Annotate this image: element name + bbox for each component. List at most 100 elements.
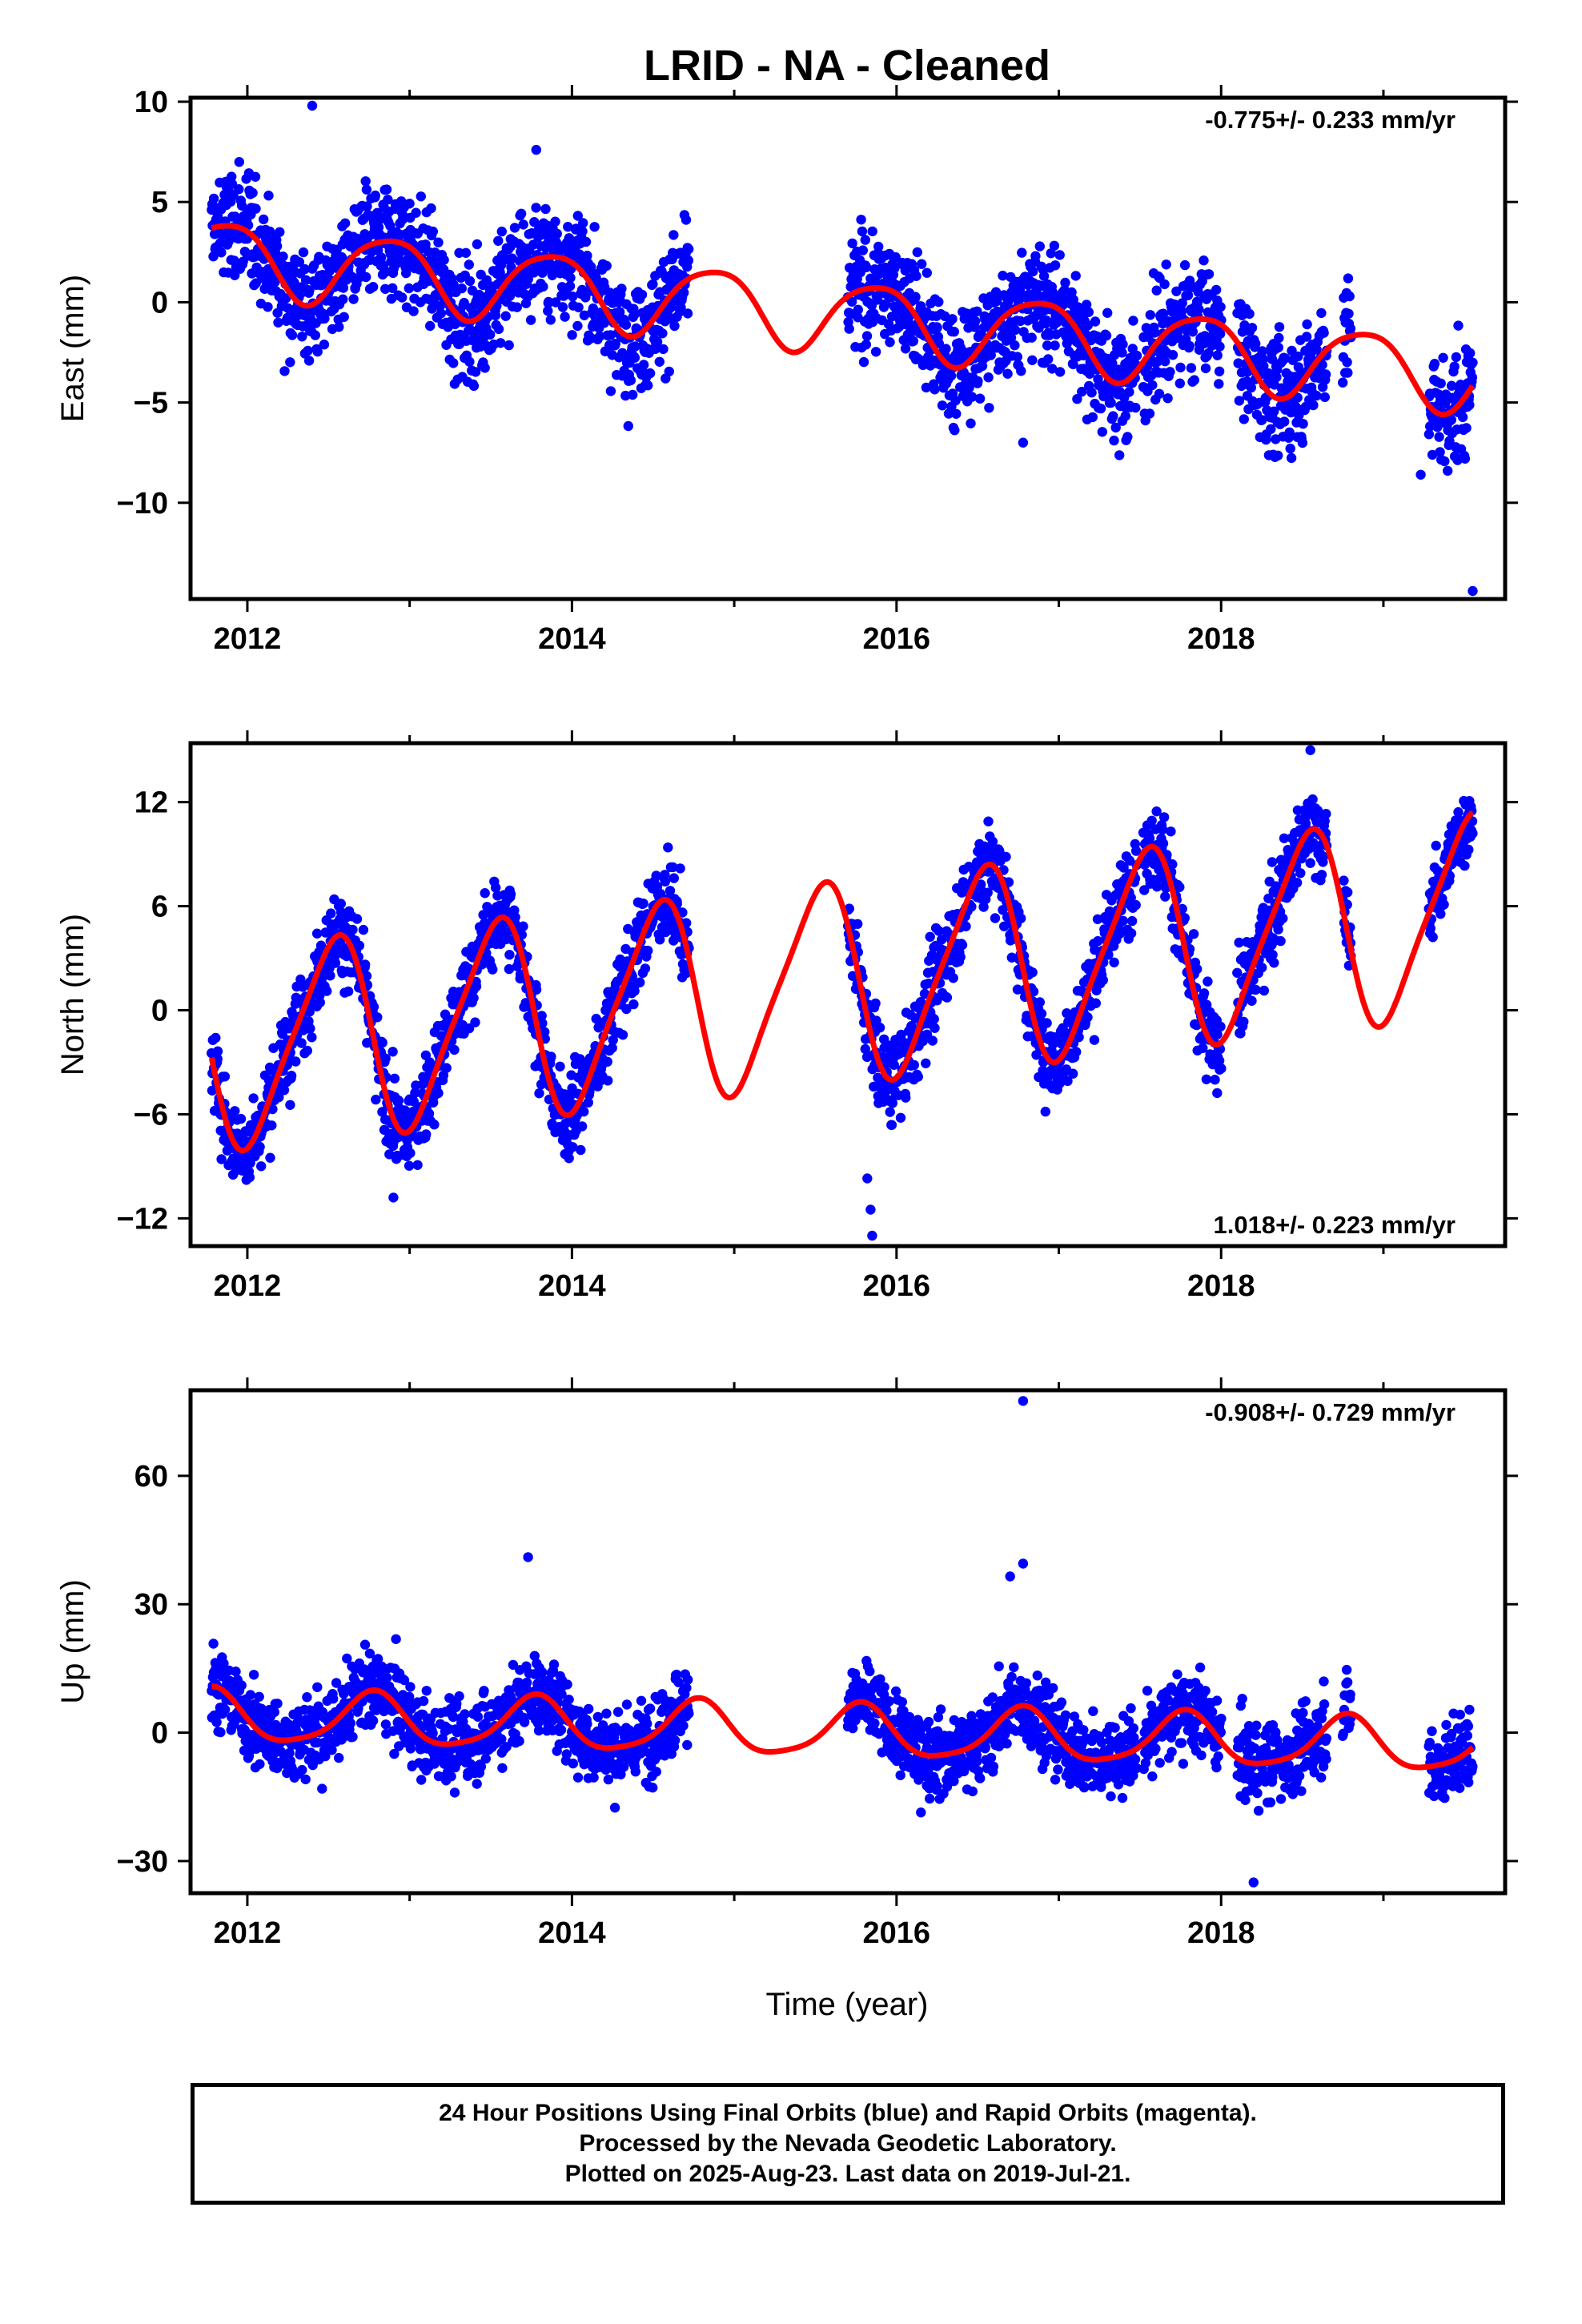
data-point xyxy=(441,1063,452,1073)
data-point xyxy=(303,345,313,356)
data-point xyxy=(254,1691,264,1702)
data-point xyxy=(1273,342,1284,353)
data-point xyxy=(636,289,648,300)
data-point xyxy=(493,235,504,246)
data-point xyxy=(531,203,541,213)
data-point xyxy=(901,1092,911,1103)
up-observations xyxy=(207,1396,1478,1888)
data-point xyxy=(683,255,694,266)
data-point xyxy=(236,200,247,211)
data-point xyxy=(1086,388,1097,398)
data-point xyxy=(853,304,864,315)
data-point xyxy=(219,1658,229,1669)
data-point xyxy=(1161,259,1171,270)
data-point xyxy=(298,982,308,992)
data-point xyxy=(1049,240,1060,251)
data-point xyxy=(1279,833,1290,844)
east-observations xyxy=(207,100,1478,597)
data-point xyxy=(504,963,515,975)
data-point xyxy=(1307,794,1318,805)
data-point xyxy=(1200,363,1211,374)
data-point xyxy=(1251,984,1261,995)
y-tick-label: 12 xyxy=(135,786,168,820)
data-point xyxy=(1215,1021,1226,1032)
data-point xyxy=(259,214,269,225)
data-point xyxy=(577,226,588,237)
data-point xyxy=(284,1747,295,1759)
data-point xyxy=(1047,287,1058,297)
data-point xyxy=(1145,310,1156,320)
data-point xyxy=(1460,860,1470,871)
data-point xyxy=(305,1023,315,1034)
data-point xyxy=(360,176,371,187)
data-point xyxy=(1453,320,1464,331)
data-point xyxy=(212,1046,223,1056)
data-point xyxy=(1151,806,1162,817)
data-point xyxy=(1266,424,1276,434)
data-point xyxy=(607,1043,617,1053)
data-point xyxy=(657,328,668,339)
data-point xyxy=(1036,1008,1047,1019)
data-point xyxy=(297,332,307,342)
data-point xyxy=(382,1672,392,1683)
data-point xyxy=(359,959,371,970)
data-point xyxy=(1174,882,1185,892)
data-point xyxy=(1106,397,1116,408)
data-point xyxy=(629,352,640,363)
data-point xyxy=(496,338,506,348)
data-point xyxy=(1201,1074,1212,1085)
data-point xyxy=(1162,393,1173,404)
data-point xyxy=(1212,1088,1223,1099)
data-point xyxy=(983,372,994,383)
data-point xyxy=(347,1731,358,1743)
data-point xyxy=(582,251,592,261)
data-point xyxy=(987,836,998,847)
data-point xyxy=(383,195,393,205)
data-point xyxy=(272,1699,283,1709)
data-point xyxy=(1259,360,1269,372)
data-point xyxy=(460,247,472,258)
data-point xyxy=(1006,952,1018,963)
data-point xyxy=(1126,928,1137,939)
data-point xyxy=(887,1098,898,1108)
data-point xyxy=(550,297,561,308)
data-point xyxy=(338,294,348,304)
data-point xyxy=(941,344,951,354)
data-point xyxy=(610,339,620,349)
data-point xyxy=(525,315,536,325)
data-point xyxy=(1297,437,1308,448)
data-point xyxy=(1319,328,1329,338)
x-tick-label: 2018 xyxy=(1187,1269,1255,1303)
data-point xyxy=(1338,377,1348,388)
data-point xyxy=(267,1120,277,1131)
data-point xyxy=(1251,338,1261,349)
data-point xyxy=(315,997,325,1007)
data-point xyxy=(1449,361,1460,372)
data-point xyxy=(998,905,1008,915)
data-point xyxy=(516,208,527,219)
data-point xyxy=(644,368,656,379)
outlier-point xyxy=(862,1173,873,1184)
data-point xyxy=(298,247,309,258)
data-point xyxy=(1423,429,1435,440)
data-point xyxy=(1278,913,1288,924)
data-point xyxy=(1158,812,1170,822)
data-point xyxy=(1124,387,1134,397)
data-point xyxy=(512,302,522,312)
x-tick-label: 2012 xyxy=(214,1269,282,1303)
data-point xyxy=(654,356,665,367)
data-point xyxy=(1301,332,1312,342)
data-point xyxy=(516,930,527,940)
data-point xyxy=(270,276,280,287)
data-point xyxy=(932,323,942,333)
data-point xyxy=(1435,909,1446,919)
data-point xyxy=(973,376,983,387)
data-point xyxy=(846,296,857,307)
data-point xyxy=(643,380,653,391)
data-point xyxy=(948,973,958,983)
data-point xyxy=(1427,932,1438,943)
data-point xyxy=(338,283,349,293)
data-point xyxy=(1068,295,1079,305)
data-point xyxy=(367,1715,379,1726)
